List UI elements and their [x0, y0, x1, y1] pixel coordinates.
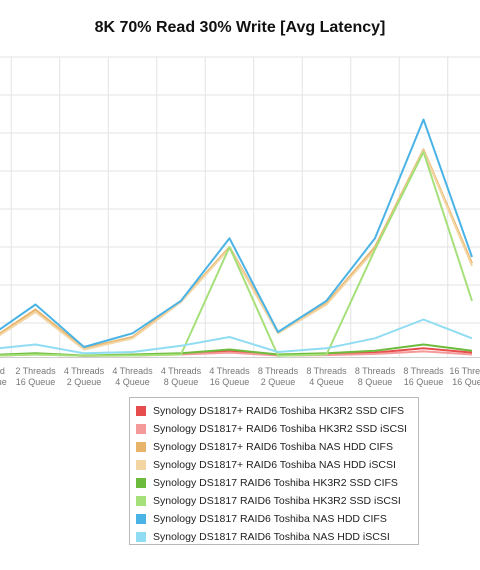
chart-legend: Synology DS1817+ RAID6 Toshiba HK3R2 SSD… [129, 397, 419, 545]
legend-label: Synology DS1817+ RAID6 Toshiba HK3R2 SSD… [153, 405, 405, 417]
legend-item[interactable]: Synology DS1817 RAID6 Toshiba HK3R2 SSD … [130, 492, 418, 510]
legend-swatch [136, 424, 146, 434]
x-tick-label-queue: 16 Queue [404, 377, 444, 387]
x-tick-label-threads: 4 Threads [209, 366, 250, 376]
x-tick-label-threads: 2 Threads [15, 366, 56, 376]
legend-item[interactable]: Synology DS1817+ RAID6 Toshiba HK3R2 SSD… [130, 420, 418, 438]
x-tick-label-threads: 4 Threads [112, 366, 153, 376]
x-tick-label-queue: 4 Queue [309, 377, 344, 387]
series-line-7 [0, 118, 473, 348]
legend-swatch [136, 496, 146, 506]
legend-swatch [136, 532, 146, 542]
legend-swatch [136, 442, 146, 452]
legend-swatch [136, 514, 146, 524]
x-tick-label-queue: 16 Queue [0, 377, 7, 387]
legend-label: Synology DS1817 RAID6 Toshiba NAS HDD CI… [153, 513, 387, 525]
x-tick-label-queue: 16 Queue [16, 377, 56, 387]
x-tick-label-threads: 1 Thread [0, 366, 5, 376]
legend-label: Synology DS1817+ RAID6 Toshiba NAS HDD i… [153, 459, 396, 471]
x-tick-label-queue: 8 Queue [164, 377, 199, 387]
legend-label: Synology DS1817 RAID6 Toshiba HK3R2 SSD … [153, 495, 401, 507]
legend-label: Synology DS1817 RAID6 Toshiba HK3R2 SSD … [153, 477, 398, 489]
x-tick-label-queue: 2 Queue [67, 377, 102, 387]
legend-swatch [136, 478, 146, 488]
x-tick-label-queue: 16 Queue [452, 377, 480, 387]
x-tick-label-threads: 8 Threads [403, 366, 444, 376]
series-line-8 [0, 318, 473, 355]
legend-swatch [136, 406, 146, 416]
legend-item[interactable]: Synology DS1817 RAID6 Toshiba HK3R2 SSD … [130, 474, 418, 492]
chart-title: 8K 70% Read 30% Write [Avg Latency] [94, 19, 386, 36]
legend-item[interactable]: Synology DS1817 RAID6 Toshiba NAS HDD CI… [130, 510, 418, 528]
x-tick-label-threads: 8 Threads [355, 366, 396, 376]
legend-swatch [136, 460, 146, 470]
series-line-6 [0, 151, 473, 357]
x-tick-label-queue: 16 Queue [210, 377, 250, 387]
x-tick-label-queue: 8 Queue [358, 377, 393, 387]
legend-item[interactable]: Synology DS1817+ RAID6 Toshiba NAS HDD i… [130, 456, 418, 474]
legend-item[interactable]: Synology DS1817 RAID6 Toshiba NAS HDD iS… [130, 528, 418, 546]
legend-label: Synology DS1817 RAID6 Toshiba NAS HDD iS… [153, 531, 390, 543]
legend-item[interactable]: Synology DS1817+ RAID6 Toshiba NAS HDD C… [130, 438, 418, 456]
x-tick-label-queue: 2 Queue [261, 377, 296, 387]
x-tick-label-threads: 4 Threads [64, 366, 105, 376]
x-tick-label-threads: 8 Threads [258, 366, 299, 376]
legend-label: Synology DS1817+ RAID6 Toshiba NAS HDD C… [153, 441, 393, 453]
legend-item[interactable]: Synology DS1817+ RAID6 Toshiba HK3R2 SSD… [130, 402, 418, 420]
x-tick-label-threads: 16 Threads [449, 366, 480, 376]
x-tick-label-queue: 4 Queue [115, 377, 150, 387]
legend-label: Synology DS1817+ RAID6 Toshiba HK3R2 SSD… [153, 423, 407, 435]
x-tick-label-threads: 4 Threads [161, 366, 202, 376]
x-tick-label-threads: 8 Threads [306, 366, 347, 376]
